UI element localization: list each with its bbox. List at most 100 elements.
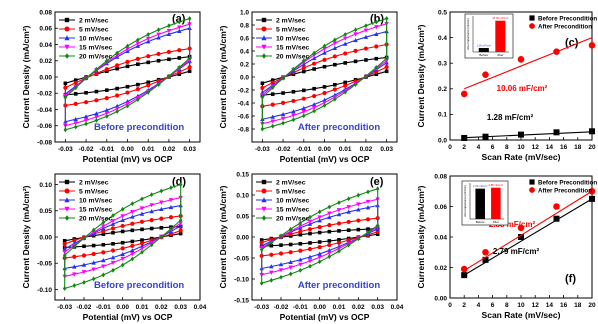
data-point (110, 255, 116, 260)
data-point (156, 82, 161, 87)
x-axis-label: Potential (mV) vs OCP (280, 312, 370, 322)
data-point (356, 192, 361, 198)
data-point (553, 215, 560, 222)
y-tick-label: 0.0 (240, 74, 249, 81)
x-tick-label: 6 (491, 144, 495, 151)
data-point (125, 59, 130, 64)
data-point (327, 229, 332, 234)
data-point (291, 89, 296, 94)
data-point (322, 97, 327, 102)
fit-line (463, 190, 593, 272)
x-tick-label: 0.02 (352, 304, 365, 311)
data-point (120, 214, 125, 219)
panel-label: (a) (172, 13, 186, 25)
y-tick-label: 0.1 (438, 112, 447, 119)
inset-chart: 1.28 mF/cm² Before 10.06 mF/cm² After Area C… (464, 13, 514, 59)
data-point (363, 46, 369, 51)
y-tick-label: 0.10 (39, 182, 52, 189)
data-point (322, 90, 327, 96)
data-point (301, 109, 306, 115)
data-point (343, 83, 348, 88)
legend: 2 mV/sec 5 mV/sec 10 mV/sec 15 mV/sec 20 mV/… (59, 180, 112, 223)
data-point (140, 227, 144, 232)
data-point (327, 242, 332, 248)
x-tick-label: 12 (532, 302, 540, 309)
data-point (374, 64, 379, 70)
data-point (298, 267, 303, 273)
data-point (327, 251, 332, 256)
x-tick-label: 2 (462, 144, 466, 151)
data-point (327, 211, 332, 216)
x-tick-label: 0.00 (318, 146, 331, 153)
data-point (136, 37, 140, 43)
data-point (269, 243, 274, 248)
data-point (125, 64, 130, 69)
data-point (353, 27, 358, 33)
data-point (169, 185, 173, 191)
y-tick-label: -0.08 (37, 139, 52, 146)
data-point (72, 283, 77, 288)
y-tick-label: 0.00 (236, 234, 249, 241)
x-tick-label: -0.02 (276, 146, 291, 153)
x-tick-label: -0.03 (58, 146, 73, 153)
data-point (94, 117, 99, 123)
data-point (332, 87, 337, 92)
data-point (366, 229, 370, 235)
data-point (101, 232, 106, 236)
data-point (281, 91, 285, 95)
data-point (343, 51, 348, 56)
panel-label: (d) (172, 176, 186, 188)
data-point (83, 100, 89, 105)
data-point (317, 230, 322, 235)
x-tick-label: 0.03 (371, 304, 384, 311)
data-point (375, 223, 380, 228)
data-point (270, 119, 275, 124)
data-point (159, 200, 164, 205)
data-point (327, 214, 332, 220)
data-point (104, 113, 109, 119)
data-point (130, 210, 135, 215)
data-point (553, 48, 560, 55)
y-tick-label: 0.4 (438, 35, 447, 42)
inset-bar (495, 20, 506, 52)
y-tick-label: -0.02 (37, 91, 52, 98)
data-point (356, 227, 361, 232)
data-point (81, 270, 87, 275)
legend-label: Before Precondition (538, 15, 597, 22)
data-point (336, 221, 342, 226)
data-point (322, 50, 327, 55)
data-point (111, 267, 115, 273)
x-tick-label: 16 (560, 144, 568, 151)
data-point (279, 243, 283, 247)
data-point (81, 262, 87, 267)
data-point (332, 41, 338, 46)
data-point (281, 75, 285, 81)
legend: 2 mV/sec 5 mV/sec 10 mV/sec 15 mV/sec 20 mV/… (256, 18, 309, 61)
data-point (166, 28, 172, 34)
condition-note: Before precondition (94, 280, 184, 291)
data-point (322, 100, 327, 106)
data-point (460, 265, 468, 273)
data-point (177, 48, 182, 53)
data-point (140, 249, 144, 255)
y-tick-label: -0.8 (238, 126, 250, 133)
series-1 (461, 128, 595, 141)
data-point (280, 100, 286, 105)
legend-label: 15 mV/sec (79, 207, 112, 214)
data-point (260, 94, 265, 100)
data-point (125, 90, 130, 95)
legend-marker (64, 17, 70, 23)
x-tick-label: 0.02 (163, 146, 176, 153)
data-point (269, 277, 274, 283)
data-point (365, 205, 371, 210)
data-point (589, 128, 595, 135)
data-point (384, 16, 389, 21)
legend-marker (529, 23, 535, 29)
slope-annotation: 1.28 mF/cm² (487, 113, 534, 122)
data-point (115, 66, 119, 71)
data-point (91, 243, 96, 248)
panel-e: -0.03 -0.02 -0.01 0.00 0.01 0.02 0.03 0.04 -0.15… (218, 171, 404, 322)
data-point (120, 240, 125, 245)
legend-label: 5 mV/sec (276, 27, 306, 34)
data-point (366, 227, 370, 231)
